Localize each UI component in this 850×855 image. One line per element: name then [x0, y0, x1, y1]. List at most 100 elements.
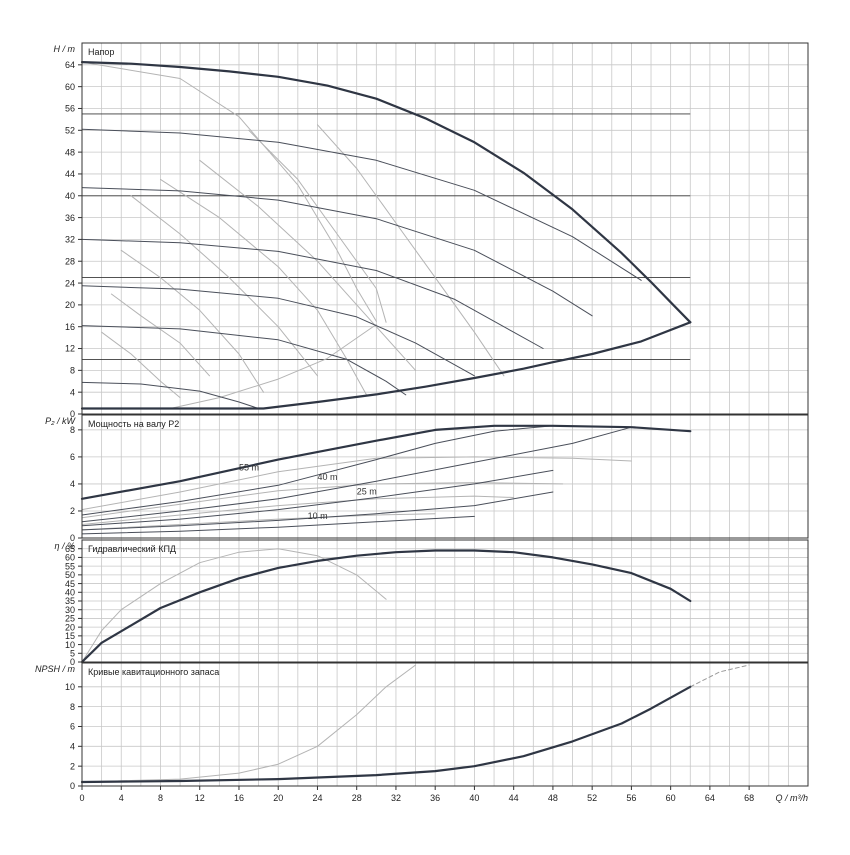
series-speed — [81, 285, 475, 377]
panel-title: Мощность на валу P2 — [88, 419, 179, 429]
x-tick-label: 20 — [273, 793, 283, 803]
curve-label: 25 m — [357, 487, 377, 497]
series-envelope-max — [80, 61, 692, 324]
y-tick-label: 4 — [70, 742, 75, 752]
series-iso-efficiency — [169, 324, 377, 409]
y-axis-label: P₂ / kW — [45, 416, 76, 426]
y-axis-label: H / m — [54, 44, 76, 54]
series-iso-efficiency — [199, 159, 417, 371]
y-tick-label: 56 — [65, 104, 75, 114]
x-tick-label: 28 — [352, 793, 362, 803]
series-iso — [81, 664, 417, 783]
series-main — [80, 549, 692, 664]
x-tick-label: 48 — [548, 793, 558, 803]
series-extension — [689, 664, 750, 688]
series-iso-efficiency — [110, 293, 210, 377]
series-speed — [81, 491, 554, 531]
series-iso-efficiency — [120, 249, 264, 393]
y-tick-label: 4 — [70, 479, 75, 489]
y-tick-label: 12 — [65, 344, 75, 354]
y-tick-label: 8 — [70, 702, 75, 712]
series-iso-efficiency — [248, 129, 387, 323]
y-tick-label: 50 — [65, 570, 75, 580]
panel-frame — [81, 662, 809, 787]
panel-title: Гидравлический КПД — [88, 544, 176, 554]
x-axis: 0 4 8 12 16 20 24 28 32 36 40 44 48 52 56 60 64 68 Q / m³/… — [79, 786, 808, 803]
y-tick-label: 0 — [70, 657, 75, 667]
curve-label: 55 m — [239, 462, 259, 472]
y-tick-label: 8 — [70, 425, 75, 435]
y-tick-label: 2 — [70, 761, 75, 771]
series-speed — [81, 515, 475, 535]
series-speed — [81, 325, 407, 396]
y-tick-label: 25 — [65, 614, 75, 624]
y-tick-label: 5 — [70, 648, 75, 658]
y-tick-label: 10 — [65, 682, 75, 692]
y-tick-label: 20 — [65, 622, 75, 632]
x-tick-label: 64 — [705, 793, 715, 803]
series-iso-efficiency — [81, 456, 632, 511]
y-tick-label: 60 — [65, 553, 75, 563]
panel-title: Напор — [88, 47, 114, 57]
x-tick-label: 36 — [430, 793, 440, 803]
series-speed — [81, 426, 632, 523]
y-tick-label: 65 — [65, 544, 75, 554]
panel-frame — [81, 414, 809, 539]
x-axis-label: Q / m³/h — [775, 793, 808, 803]
series-iso-efficiency — [317, 124, 505, 377]
y-tick-label: 48 — [65, 147, 75, 157]
series-iso-efficiency — [81, 513, 436, 531]
series-iso-efficiency — [81, 495, 515, 525]
series-main — [80, 685, 692, 784]
y-tick-label: 64 — [65, 60, 75, 70]
y-tick-label: 60 — [65, 82, 75, 92]
x-tick-label: 52 — [587, 793, 597, 803]
y-tick-label: 40 — [65, 191, 75, 201]
x-tick-label: 24 — [312, 793, 322, 803]
x-tick-label: 56 — [626, 793, 636, 803]
y-tick-label: 0 — [70, 409, 75, 419]
panel-power: 0 2 4 6 8P₂ / kW Мощность на валу P2 55 m 40 m 2… — [45, 414, 809, 543]
y-tick-label: 40 — [65, 587, 75, 597]
series-iso-efficiency — [101, 331, 181, 399]
series-speed — [81, 425, 554, 516]
y-tick-label: 44 — [65, 169, 75, 179]
curve-label: 10 m — [308, 511, 328, 521]
y-axis-label: NPSH / m — [35, 664, 76, 674]
y-tick-label: 45 — [65, 579, 75, 589]
panel-frame — [81, 42, 809, 415]
y-tick-label: 35 — [65, 596, 75, 606]
y-tick-label: 0 — [70, 533, 75, 543]
y-tick-label: 2 — [70, 506, 75, 516]
x-tick-label: 12 — [195, 793, 205, 803]
curve-label: 40 m — [317, 472, 337, 482]
y-tick-label: 32 — [65, 235, 75, 245]
panel-npsh: 0 2 4 6 8 10 NPSH / m Кривые кавитационного зап… — [35, 662, 809, 791]
x-tick-label: 60 — [666, 793, 676, 803]
series-iso-efficiency — [160, 178, 367, 396]
series-iso — [81, 548, 387, 663]
y-tick-label: 36 — [65, 213, 75, 223]
series-speed — [81, 469, 554, 527]
y-tick-label: 16 — [65, 322, 75, 332]
panel-title: Кривые кавитационного запаса — [88, 667, 219, 677]
series-speed — [81, 381, 260, 409]
y-tick-label: 6 — [70, 722, 75, 732]
y-tick-label: 0 — [70, 781, 75, 791]
y-tick-label: 8 — [70, 366, 75, 376]
y-tick-label: 10 — [65, 640, 75, 650]
x-tick-label: 32 — [391, 793, 401, 803]
y-tick-label: 30 — [65, 605, 75, 615]
y-tick-label: 6 — [70, 452, 75, 462]
x-tick-label: 68 — [744, 793, 754, 803]
x-tick-label: 0 — [79, 793, 84, 803]
y-tick-label: 24 — [65, 278, 75, 288]
series-speed — [81, 187, 593, 317]
y-tick-label: 4 — [70, 387, 75, 397]
y-tick-label: 20 — [65, 300, 75, 310]
series-envelope-max — [80, 424, 692, 500]
